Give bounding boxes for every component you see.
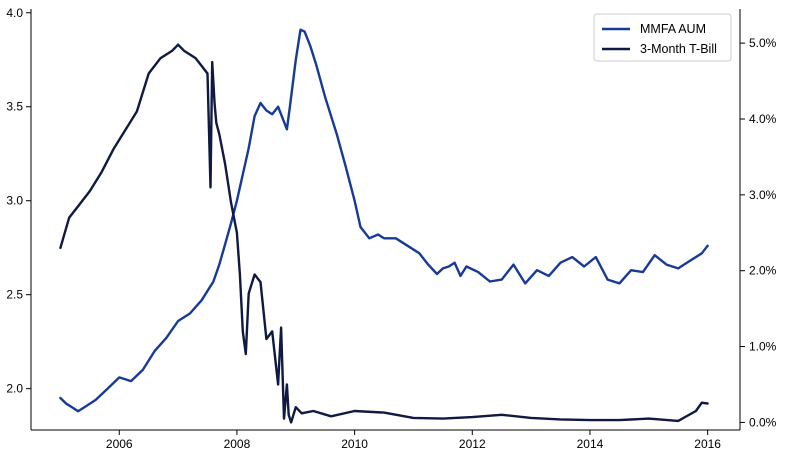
y-right-tick-label: 0.0% [749,415,777,429]
y-right-tick-label: 5.0% [749,36,777,50]
y-left-tick-label: 2.5 [6,288,23,302]
series-layer [59,28,709,424]
y-left-tick-label: 3.5 [6,100,23,114]
y-left-tick-label: 4.0 [6,6,23,20]
x-tick-label: 2012 [459,437,486,451]
x-tick-label: 2016 [694,437,721,451]
y-left-tick-label: 3.0 [6,194,23,208]
legend-label-tbill: 3-Month T-Bill [640,42,717,56]
series-line-t-bill [59,43,709,424]
x-tick-label: 2006 [106,437,133,451]
legend: MMFA AUM 3-Month T-Bill [593,13,732,62]
y-right-tick-label: 4.0% [749,112,777,126]
x-tick-label: 2014 [577,437,604,451]
y-left-tick-label: 2.0 [6,382,23,396]
y-right-tick-label: 1.0% [749,340,777,354]
x-tick-label: 2008 [224,437,251,451]
ticks-layer: 2006 2008 2010 2012 2014 2016 2.0 2.5 3.0 3.5 4.0 0… [6,6,776,451]
x-tick-label: 2010 [341,437,368,451]
series-line-mmfa-aum [59,28,709,413]
y-right-tick-label: 3.0% [749,188,777,202]
legend-label-mmfa: MMFA AUM [640,22,706,36]
y-right-tick-label: 2.0% [749,264,777,278]
